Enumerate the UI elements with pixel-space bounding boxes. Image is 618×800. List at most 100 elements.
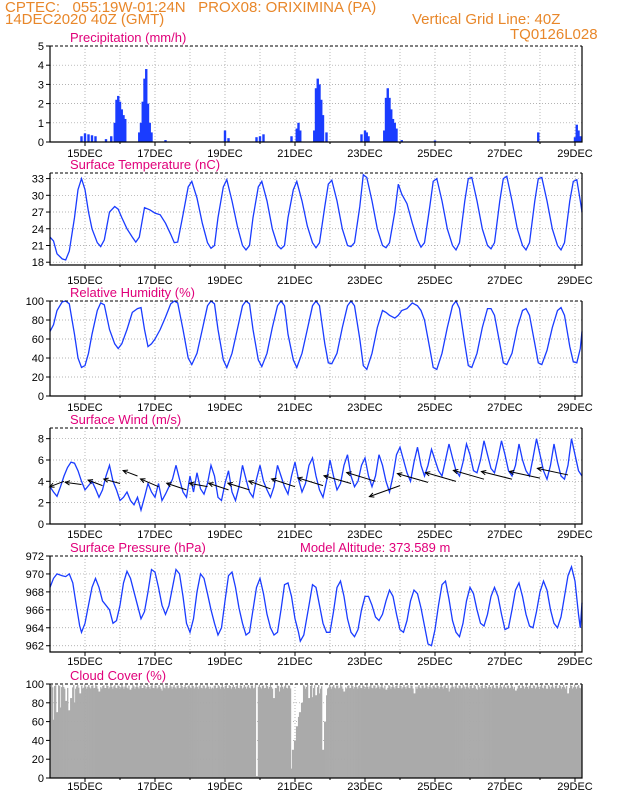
cloud-bar xyxy=(512,688,515,778)
cloud-bar xyxy=(547,685,550,778)
cloud-bar xyxy=(318,684,320,778)
cloud-bar xyxy=(183,686,185,778)
cloud-bar xyxy=(217,685,219,778)
cloud-bar xyxy=(305,686,308,778)
cloud-bar xyxy=(246,686,249,778)
cloud-bar xyxy=(430,687,432,778)
cloud-bar xyxy=(95,685,97,778)
cloud-bar xyxy=(229,686,231,778)
cloud-bar xyxy=(296,726,299,778)
cloud-bar xyxy=(397,688,399,778)
cloud-bar xyxy=(360,687,362,778)
cloud-bar xyxy=(91,685,93,778)
cloud-bar xyxy=(442,688,444,778)
precip-bar xyxy=(138,132,141,142)
cloud-bar xyxy=(207,686,209,778)
precip-bar xyxy=(143,78,146,142)
cloud-bar xyxy=(146,687,148,778)
cloud-bar xyxy=(302,685,305,778)
cloud-bar xyxy=(282,688,285,778)
y-tick-label: 970 xyxy=(26,569,44,581)
cloud-bar xyxy=(376,687,378,778)
cloud-bar xyxy=(121,684,123,778)
cloud-bar xyxy=(209,686,211,778)
x-tick-label: 25DEC xyxy=(417,781,453,793)
cloud-bar xyxy=(294,740,297,778)
cloud-bar xyxy=(337,685,339,778)
cloud-bar xyxy=(365,687,367,778)
cloud-bar xyxy=(461,687,463,778)
cloud-bar xyxy=(119,688,121,778)
cloud-bar xyxy=(65,700,67,778)
cloud-bar xyxy=(432,685,434,778)
cloud-bar xyxy=(558,685,561,778)
cloud-bar xyxy=(471,688,473,778)
cloud-bar xyxy=(570,685,573,778)
cloud-bar xyxy=(110,684,112,778)
cloud-bar xyxy=(349,688,351,778)
cloud-bar xyxy=(299,712,302,778)
cloud-bar xyxy=(284,685,287,778)
cloud-bar xyxy=(382,687,384,778)
precip-bar xyxy=(391,118,395,142)
cloud-bar xyxy=(267,688,270,778)
cloud-bar xyxy=(311,697,314,778)
cloud-bar xyxy=(80,693,82,778)
cloud-bar xyxy=(93,688,95,778)
wind-arrow xyxy=(323,475,352,484)
cloud-bar xyxy=(133,686,135,778)
cloud-bar xyxy=(522,686,525,778)
cloud-bar xyxy=(137,687,139,778)
cloud-bar xyxy=(116,688,118,778)
cloud-bar xyxy=(387,687,389,778)
cloud-bar xyxy=(297,716,300,778)
precip-bar xyxy=(386,88,389,142)
wind-arrow-head xyxy=(322,474,330,480)
cloud-bar xyxy=(84,685,86,778)
cloud-bar xyxy=(313,685,316,778)
cloud-bar xyxy=(357,688,359,778)
precip-bar xyxy=(104,139,108,142)
x-tick-label: 29DEC xyxy=(557,275,593,287)
cloud-bar xyxy=(221,684,223,778)
cloud-bar xyxy=(190,688,192,778)
cloud-bar xyxy=(552,687,555,778)
cloud-bar xyxy=(503,685,506,778)
wind-arrow-head xyxy=(165,482,172,488)
cloud-bar xyxy=(218,686,220,778)
wind-arrow xyxy=(297,477,324,487)
x-tick-label: 19DEC xyxy=(207,656,243,668)
cloud-bar xyxy=(549,688,552,778)
y-tick-label: 100 xyxy=(26,296,44,308)
cloud-bar xyxy=(484,685,486,778)
y-tick-label: 972 xyxy=(26,551,44,563)
cloud-bar xyxy=(131,687,133,778)
cloud-bar xyxy=(567,693,570,778)
cloud-bar xyxy=(563,687,566,778)
cloud-bar xyxy=(74,702,76,778)
cloud-bar xyxy=(59,686,61,778)
cloud-bar xyxy=(199,685,201,778)
cloud-bar xyxy=(99,691,101,778)
cloud-bar xyxy=(335,688,337,778)
cloud-bar xyxy=(542,688,545,778)
cloud-bar xyxy=(366,684,368,778)
cloud-bar xyxy=(298,712,301,778)
cloud-bar xyxy=(479,688,481,778)
cloud-bar xyxy=(102,686,104,778)
cloud-bar xyxy=(87,686,89,778)
cloud-bar xyxy=(578,687,581,778)
precip-bar xyxy=(90,135,94,142)
wind-arrow xyxy=(271,478,296,488)
cloud-bar xyxy=(226,688,228,778)
cloud-bar xyxy=(497,688,499,778)
wind-arrow xyxy=(189,482,208,488)
x-tick-label: 21DEC xyxy=(277,781,313,793)
precip-bar xyxy=(299,130,302,142)
cloud-bar xyxy=(129,689,131,778)
cloud-bar xyxy=(443,686,445,778)
cloud-bar xyxy=(132,685,134,778)
panel-3: 0 20 40 60 80 100 15DEC 17DEC 19DEC 21DEC 23DEC 25D… xyxy=(26,285,593,414)
wind-arrow xyxy=(369,485,401,498)
cloud-bar xyxy=(130,689,132,778)
